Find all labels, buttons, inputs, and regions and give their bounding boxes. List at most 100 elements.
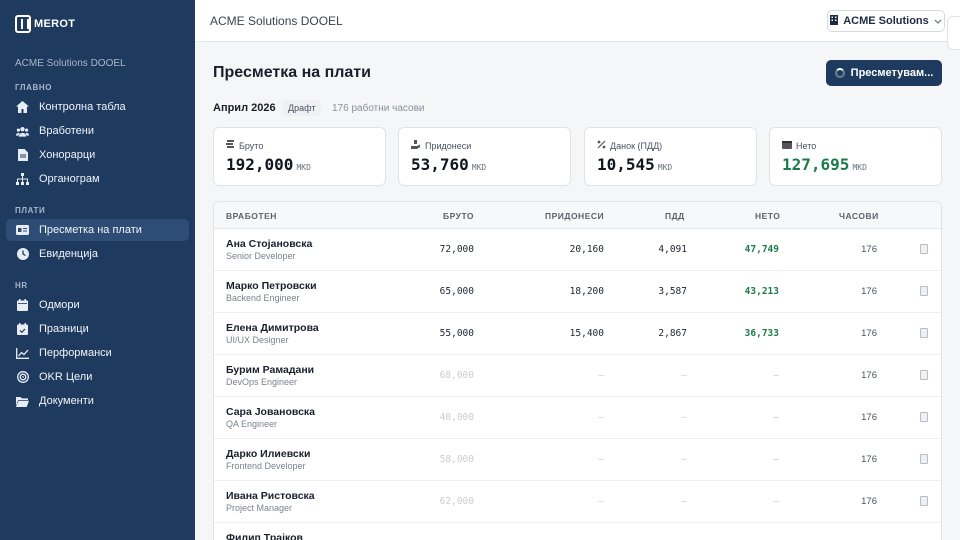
payslip-icon[interactable] bbox=[920, 454, 928, 464]
employee-name: Дарко Илиевски bbox=[226, 448, 311, 460]
cell-gross: 48,000 bbox=[439, 412, 474, 423]
sidebar-item-label: Органограм bbox=[39, 173, 100, 185]
building-icon bbox=[830, 14, 839, 28]
sidebar-item-employees[interactable]: Вработени bbox=[6, 120, 189, 142]
cell-net: 47,749 bbox=[744, 244, 779, 255]
table-row[interactable]: Филип Трајков bbox=[214, 523, 941, 540]
employee-role: Project Manager bbox=[226, 503, 293, 513]
payslip-icon[interactable] bbox=[920, 412, 928, 422]
calculate-button[interactable]: Пресметувам... bbox=[826, 60, 942, 86]
hand-coins-icon bbox=[411, 140, 421, 151]
cell-gross: 55,000 bbox=[439, 328, 474, 339]
logo-icon bbox=[15, 15, 31, 33]
table-row[interactable]: Марко Петровски Backend Engineer 65,000 18,… bbox=[214, 271, 941, 313]
employee-name: Елена Димитрова bbox=[226, 322, 319, 334]
currency-label: MKD bbox=[471, 163, 487, 172]
working-hours-note: 176 работни часови bbox=[332, 103, 425, 114]
column-header-hours[interactable]: ЧАСОВИ bbox=[839, 211, 879, 221]
calculate-button-label: Пресметувам... bbox=[850, 67, 934, 79]
cell-gross: 65,000 bbox=[439, 286, 474, 297]
sidebar-item-documents[interactable]: Документи bbox=[6, 390, 189, 412]
calendar-check-icon bbox=[16, 323, 29, 336]
side-panel-tab[interactable] bbox=[947, 16, 960, 50]
cell-tax: — bbox=[681, 412, 687, 423]
sidebar-item-okr[interactable]: OKR Цели bbox=[6, 366, 189, 388]
summary-card-value: 10,545 bbox=[597, 155, 655, 174]
calendar-icon bbox=[16, 299, 29, 312]
cell-tax: — bbox=[681, 454, 687, 465]
cell-contributions: — bbox=[598, 496, 604, 507]
cell-tax: — bbox=[681, 370, 687, 381]
cell-net: — bbox=[773, 370, 779, 381]
column-header-employee[interactable]: ВРАБОТЕН bbox=[226, 211, 277, 221]
cell-contributions: 18,200 bbox=[569, 286, 604, 297]
employee-name: Ана Стојановска bbox=[226, 238, 313, 250]
sidebar-item-performance[interactable]: Перформанси bbox=[6, 342, 189, 364]
cell-hours: 176 bbox=[861, 454, 877, 465]
cell-contributions: — bbox=[598, 370, 604, 381]
currency-label: MKD bbox=[657, 163, 673, 172]
sidebar-item-label: Пресметка на плати bbox=[39, 224, 142, 236]
cell-gross: 58,000 bbox=[439, 454, 474, 465]
sidebar-item-label: OKR Цели bbox=[39, 371, 93, 383]
chevron-down-icon bbox=[934, 17, 942, 26]
file-icon bbox=[16, 149, 29, 162]
employee-name: Сара Јовановска bbox=[226, 406, 316, 418]
payroll-period: Април 2026 bbox=[213, 102, 276, 114]
money-icon bbox=[226, 140, 235, 151]
table-row[interactable]: Елена Димитрова UI/UX Designer 55,000 15,40… bbox=[214, 313, 941, 355]
table-row[interactable]: Дарко Илиевски Frontend Developer 58,000 — —… bbox=[214, 439, 941, 481]
table-row[interactable]: Ана Стојановска Senior Developer 72,000 20,… bbox=[214, 229, 941, 271]
cell-hours: 176 bbox=[861, 286, 877, 297]
cell-contributions: — bbox=[598, 412, 604, 423]
cell-hours: 176 bbox=[861, 412, 877, 423]
org-chart-icon bbox=[16, 173, 29, 186]
cell-contributions: — bbox=[598, 454, 604, 465]
payslip-icon[interactable] bbox=[920, 286, 928, 296]
sidebar-item-attendance[interactable]: Евиденција bbox=[6, 243, 189, 265]
column-header-gross[interactable]: БРУТО bbox=[443, 211, 475, 221]
company-select[interactable]: ACME Solutions bbox=[827, 10, 945, 32]
payslip-icon[interactable] bbox=[920, 328, 928, 338]
summary-card-value: 53,760 bbox=[411, 155, 469, 174]
payslip-icon[interactable] bbox=[920, 496, 928, 506]
table-row[interactable]: Сара Јовановска QA Engineer 48,000 — — — 176 bbox=[214, 397, 941, 439]
logo[interactable]: MEROT bbox=[15, 14, 75, 34]
table-header: ВРАБОТЕН БРУТО ПРИДОНЕСИ ПДД НЕТО ЧАСОВИ bbox=[214, 202, 941, 229]
nav-section-payroll: ПЛАТИ bbox=[15, 206, 46, 215]
sidebar-item-holidays[interactable]: Празници bbox=[6, 318, 189, 340]
summary-card-contributions: Придонеси 53,760 MKD bbox=[398, 127, 571, 186]
sidebar-item-payroll[interactable]: Пресметка на плати bbox=[6, 219, 189, 241]
sidebar-item-label: Празници bbox=[39, 323, 89, 335]
cell-hours: 176 bbox=[861, 496, 877, 507]
column-header-net[interactable]: НЕТО bbox=[755, 211, 781, 221]
sidebar-item-label: Вработени bbox=[39, 125, 94, 137]
table-row[interactable]: Бурим Рамадани DevOps Engineer 68,000 — — — 17… bbox=[214, 355, 941, 397]
cell-gross: 62,000 bbox=[439, 496, 474, 507]
column-header-contributions[interactable]: ПРИДОНЕСИ bbox=[545, 211, 605, 221]
sidebar-item-org-chart[interactable]: Органограм bbox=[6, 168, 189, 190]
payslip-icon[interactable] bbox=[920, 370, 928, 380]
column-header-tax[interactable]: ПДД bbox=[665, 211, 685, 221]
summary-card-gross: Бруто 192,000 MKD bbox=[213, 127, 386, 186]
sidebar-item-dashboard[interactable]: Контролна табла bbox=[6, 96, 189, 118]
wallet-icon bbox=[782, 140, 792, 151]
cell-gross: 68,000 bbox=[439, 370, 474, 381]
cell-hours: 176 bbox=[861, 328, 877, 339]
cell-net: 36,733 bbox=[744, 328, 779, 339]
employee-role: QA Engineer bbox=[226, 419, 278, 429]
summary-card-label: Нето bbox=[796, 140, 817, 151]
sidebar-item-contractors[interactable]: Хонорарци bbox=[6, 144, 189, 166]
folder-icon bbox=[16, 395, 29, 408]
target-icon bbox=[16, 371, 29, 384]
employee-name: Филип Трајков bbox=[226, 532, 303, 540]
sidebar-item-leave[interactable]: Одмори bbox=[6, 294, 189, 316]
spinner-icon bbox=[834, 68, 845, 78]
employee-role: DevOps Engineer bbox=[226, 377, 298, 387]
sidebar-item-label: Контролна табла bbox=[39, 101, 126, 113]
summary-card-label: Придонеси bbox=[425, 140, 472, 151]
summary-card-value: 127,695 bbox=[782, 155, 850, 174]
payslip-icon[interactable] bbox=[920, 244, 928, 254]
employee-role: UI/UX Designer bbox=[226, 335, 289, 345]
table-row[interactable]: Ивана Ристовска Project Manager 62,000 — — — 1… bbox=[214, 481, 941, 523]
